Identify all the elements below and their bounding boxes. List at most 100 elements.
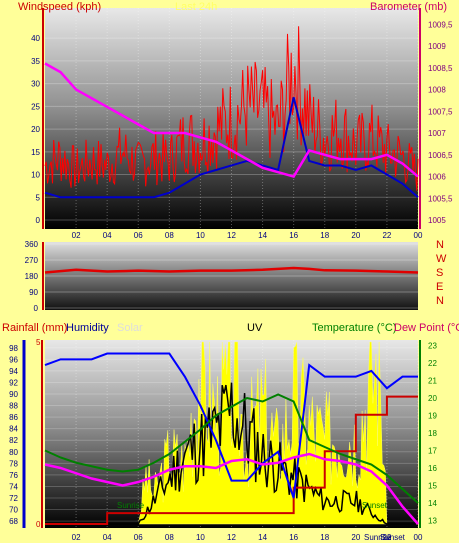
chart3-label-rainfall: Rainfall (mm) xyxy=(2,322,67,334)
chart1-xtick: 04 xyxy=(103,231,112,240)
chart1-xtick: 18 xyxy=(320,231,329,240)
chart1-ytick-left: 5 xyxy=(36,193,41,202)
chart3-ytick-right: 13 xyxy=(428,517,437,526)
chart1-ytick-left: 10 xyxy=(31,171,40,180)
chart1-ytick-right: 1007,5 xyxy=(428,107,453,116)
chart1-ytick-right: 1008 xyxy=(428,86,446,95)
chart1-title-center: Last 24h xyxy=(175,1,217,13)
chart3-ytick-left: 78 xyxy=(9,459,18,468)
chart3-ytick-left: 80 xyxy=(9,448,18,457)
chart1-ytick-right: 1005 xyxy=(428,216,446,225)
compass-label: N xyxy=(436,295,444,307)
chart3-xtick: 10 xyxy=(196,533,205,542)
chart1-title-right: Barometer (mb) xyxy=(370,1,447,13)
chart3-xtick: 06 xyxy=(134,533,143,542)
chart1-xtick: 20 xyxy=(351,231,360,240)
annotation-sunset-1: Sunset xyxy=(362,501,388,510)
chart3-rain-tick-top: 5 xyxy=(36,338,41,347)
chart3-xtick: 02 xyxy=(72,533,81,542)
series-humidity xyxy=(44,352,418,499)
chart3-ytick-right: 15 xyxy=(428,482,437,491)
plot2-background xyxy=(45,242,418,310)
compass-label: W xyxy=(436,253,447,265)
chart3-ytick-right: 14 xyxy=(428,499,437,508)
chart1-xtick: 00 xyxy=(414,231,423,240)
chart1-ytick-right: 1006,5 xyxy=(428,151,453,160)
series-windspeed xyxy=(44,26,419,191)
chart1-xtick: 08 xyxy=(165,231,174,240)
chart3-label-temperature: Temperature (°C) xyxy=(312,322,396,334)
chart1-ytick-right: 1007 xyxy=(428,129,446,138)
series-barometer xyxy=(44,62,419,178)
chart1-xtick: 16 xyxy=(289,231,298,240)
chart1-ytick-left: 0 xyxy=(36,216,41,225)
chart3-ytick-right: 23 xyxy=(428,342,437,351)
chart2-ytick: 90 xyxy=(29,288,38,297)
chart3-ytick-left: 76 xyxy=(9,471,18,480)
chart1-xtick: 06 xyxy=(134,231,143,240)
compass-label: E xyxy=(436,281,443,293)
chart3-xtick: 12 xyxy=(227,533,236,542)
series-dewpoint xyxy=(44,452,419,525)
chart3-xtick: 20 xyxy=(351,533,360,542)
compass-label: N xyxy=(436,239,444,251)
series-rainfall xyxy=(45,395,418,525)
chart3-xtick: 14 xyxy=(258,533,267,542)
chart1-xtick: 02 xyxy=(72,231,81,240)
chart1-title-left: Windspeed (kph) xyxy=(18,1,101,13)
chart3-ytick-right: 20 xyxy=(428,394,437,403)
chart3-ytick-left: 68 xyxy=(9,517,18,526)
chart3-label-humidity: Humidity xyxy=(66,322,109,334)
chart3-xtick: 18 xyxy=(320,533,329,542)
chart3-ytick-left: 94 xyxy=(9,367,18,376)
chart1-ytick-right: 1009,5 xyxy=(428,20,453,29)
chart1-ytick-left: 30 xyxy=(31,80,40,89)
chart1-ytick-left: 25 xyxy=(31,102,40,111)
chart3-ytick-left: 82 xyxy=(9,436,18,445)
chart3-ytick-left: 72 xyxy=(9,494,18,503)
chart3-ytick-left: 98 xyxy=(9,344,18,353)
chart3-xtick: 16 xyxy=(289,533,298,542)
chart3-ytick-right: 22 xyxy=(428,359,437,368)
chart3-ytick-left: 84 xyxy=(9,425,18,434)
chart3-ytick-left: 90 xyxy=(9,390,18,399)
chart3-rain-tick-bottom: 0 xyxy=(36,520,41,529)
chart1-xtick: 14 xyxy=(258,231,267,240)
chart3-ytick-right: 16 xyxy=(428,464,437,473)
chart3-ytick-left: 88 xyxy=(9,402,18,411)
chart2-ytick: 180 xyxy=(25,272,39,281)
chart1-ytick-right: 1009 xyxy=(428,42,446,51)
chart1-ytick-left: 40 xyxy=(31,34,40,43)
chart3-ytick-left: 96 xyxy=(9,355,18,364)
chart2-ytick: 360 xyxy=(25,240,39,249)
chart3-ytick-left: 70 xyxy=(9,506,18,515)
chart3-ytick-right: 17 xyxy=(428,447,437,456)
chart3-ytick-left: 92 xyxy=(9,378,18,387)
annotation-sunrise-2: Sunrise xyxy=(364,533,392,542)
chart1-ytick-right: 1006 xyxy=(428,173,446,182)
chart3-xtick: 08 xyxy=(165,533,174,542)
chart1-ytick-left: 35 xyxy=(31,57,40,66)
chart3-xtick: 22 xyxy=(382,533,391,542)
series-wind-direction xyxy=(44,266,419,274)
chart3-ytick-right: 21 xyxy=(428,377,437,386)
chart1-ytick-right: 1008,5 xyxy=(428,64,453,73)
chart1-ytick-left: 20 xyxy=(31,125,40,134)
chart3-ytick-right: 19 xyxy=(428,412,437,421)
chart3-label-uv: UV xyxy=(247,322,263,334)
chart2-ytick: 0 xyxy=(34,304,39,313)
chart1-xtick: 22 xyxy=(382,231,391,240)
annotation-sunset-2: Sunset xyxy=(380,533,406,542)
chart3-label-solar: Solar xyxy=(117,322,143,334)
series-average-wind xyxy=(44,97,419,199)
chart1-xtick: 12 xyxy=(227,231,236,240)
chart2-ytick: 270 xyxy=(25,256,39,265)
chart1-ytick-left: 15 xyxy=(31,148,40,157)
chart1-xtick: 10 xyxy=(196,231,205,240)
chart3-ytick-right: 18 xyxy=(428,429,437,438)
chart3-label-dewpoint: Dew Point (°C) xyxy=(394,322,459,334)
chart3-ytick-left: 86 xyxy=(9,413,18,422)
series-temperature xyxy=(44,393,419,504)
